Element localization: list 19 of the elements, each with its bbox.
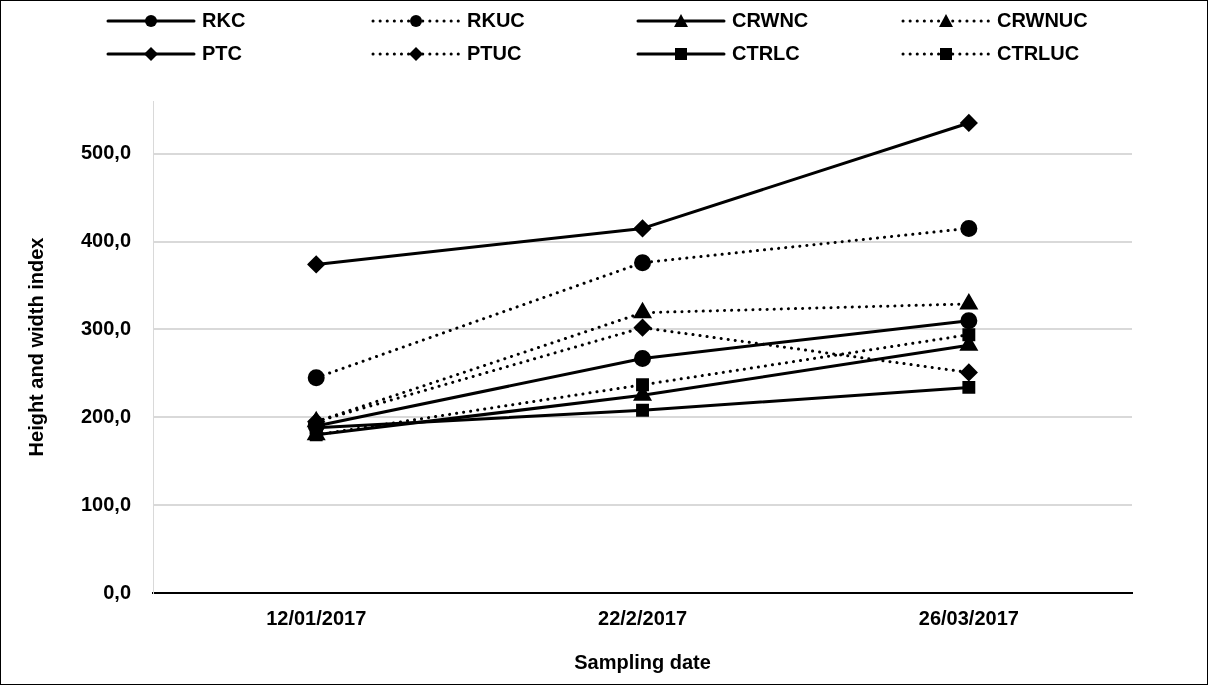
legend-label: CTRLUC	[997, 42, 1080, 65]
y-tick-label: 100,0	[80, 492, 132, 515]
y-tick-label: 300,0	[80, 316, 132, 339]
legend-label: CRWNC	[732, 9, 809, 32]
x-axis-title: Sampling date	[574, 650, 711, 673]
y-tick-label: 400,0	[80, 229, 132, 252]
legend-label: RKC	[202, 9, 246, 32]
x-tick-label: 22/2/2017	[598, 606, 688, 629]
legend-label: PTC	[202, 42, 242, 65]
y-tick-label: 200,0	[80, 404, 132, 427]
legend-label: RKUC	[467, 9, 525, 32]
x-tick-label: 12/01/2017	[266, 606, 367, 629]
legend-label: PTUC	[467, 42, 522, 65]
legend-label: CRWNUC	[997, 9, 1088, 32]
x-tick-label: 26/03/2017	[918, 606, 1019, 629]
y-axis-title: Height and width index	[24, 237, 47, 457]
legend-label: CTRLC	[732, 42, 800, 65]
y-tick-label: 0,0	[103, 580, 132, 603]
y-tick-label: 500,0	[80, 141, 132, 164]
